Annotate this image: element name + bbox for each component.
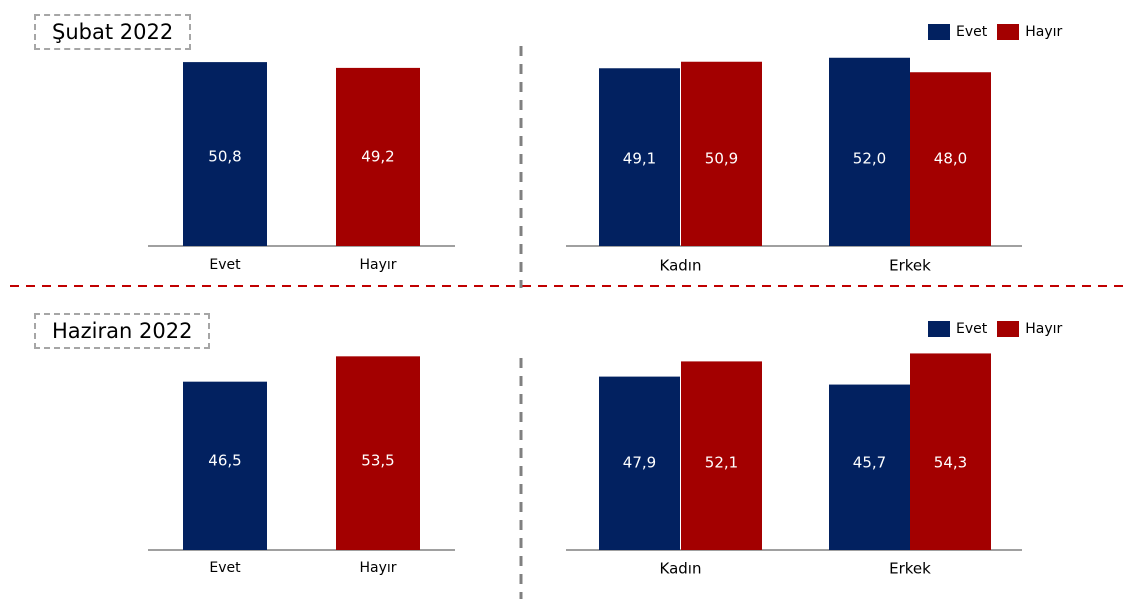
bar-hayir xyxy=(910,353,991,550)
period-label-haziran: Haziran 2022 xyxy=(34,313,211,349)
bar-value-label: 49,1 xyxy=(623,150,656,168)
legend-label-evet: Evet xyxy=(956,24,988,40)
bar-value-label: 53,5 xyxy=(361,452,394,470)
category-tick-label: Erkek xyxy=(889,560,931,578)
bar-value-label: 50,9 xyxy=(705,150,738,168)
legend-label-evet: Evet xyxy=(956,321,988,337)
bar-value-label: 52,1 xyxy=(705,454,738,472)
bar-value-label: 48,0 xyxy=(934,150,967,168)
bar-evet xyxy=(599,68,680,247)
bar-hayir xyxy=(910,72,991,247)
bar-value-label: 52,0 xyxy=(853,150,886,168)
bar-value-label: 47,9 xyxy=(623,454,656,472)
category-tick-label: Evet xyxy=(209,257,241,273)
legend-label-hayir: Hayır xyxy=(1025,321,1063,337)
bar-hayir xyxy=(681,361,762,550)
legend-swatch-hayir xyxy=(997,24,1020,40)
bar-evet xyxy=(183,62,267,246)
bar-value-label: 54,3 xyxy=(934,454,967,472)
bar-hayir xyxy=(681,61,762,246)
period-label-text: Haziran 2022 xyxy=(52,319,193,343)
bar-hayir xyxy=(336,356,420,550)
bar-evet xyxy=(829,57,910,247)
category-tick-label: Evet xyxy=(209,560,241,576)
bar-value-label: 45,7 xyxy=(853,454,886,472)
bar-value-label: 46,5 xyxy=(208,452,241,470)
category-tick-label: Kadın xyxy=(660,560,702,578)
period-label-text: Şubat 2022 xyxy=(52,20,174,44)
bar-evet xyxy=(599,376,680,550)
period-label-subat: Şubat 2022 xyxy=(34,14,192,50)
bar-value-label: 49,2 xyxy=(361,148,394,166)
bar-hayir xyxy=(336,67,420,246)
legend-label-hayir: Hayır xyxy=(1025,24,1063,40)
bar-evet xyxy=(829,384,910,550)
legend-swatch-evet xyxy=(928,321,950,337)
bar-evet xyxy=(183,381,267,550)
legend-bottom: Evet Hayır xyxy=(928,321,1072,337)
category-tick-label: Hayır xyxy=(359,560,396,576)
legend-top: Evet Hayır xyxy=(928,24,1072,40)
legend-swatch-evet xyxy=(928,24,950,40)
bar-value-label: 50,8 xyxy=(208,148,241,166)
category-tick-label: Hayır xyxy=(359,257,396,273)
category-tick-label: Erkek xyxy=(889,257,931,275)
category-tick-label: Kadın xyxy=(660,257,702,275)
legend-swatch-hayir xyxy=(997,321,1020,337)
